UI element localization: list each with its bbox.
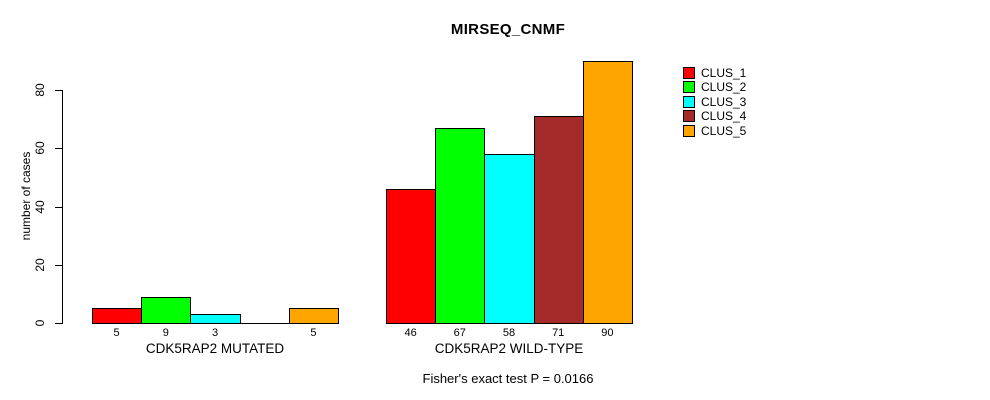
bar-clus_2 [141,296,192,324]
y-axis-title: number of cases [19,151,33,241]
bar-clus_1 [386,189,437,324]
y-axis-line [62,90,63,324]
bar-value-label: 5 [310,327,317,339]
bar-value-label: 90 [601,327,614,339]
y-tick-label: 60 [33,141,47,155]
y-tick-label: 20 [33,258,47,272]
legend-swatch-clus_5 [683,124,695,137]
bar-value-label: 67 [453,327,466,339]
legend-item-clus_2: CLUS_2 [683,80,746,94]
y-tick [55,323,62,324]
y-tick-label: 0 [33,319,47,327]
bar-clus_5 [582,60,633,324]
legend-swatch-clus_3 [683,95,695,108]
chart-title: MIRSEQ_CNMF [450,21,566,38]
y-tick-label: 80 [33,83,47,97]
legend-label: CLUS_1 [701,66,747,80]
bar-clus_2 [435,127,486,324]
legend-label: CLUS_5 [701,123,747,138]
group-label: CDK5RAP2 MUTATED [145,341,285,356]
y-tick [55,206,62,208]
y-tick [55,90,62,91]
legend-item-clus_4: CLUS_4 [683,109,746,123]
legend-item-clus_3: CLUS_3 [683,95,746,109]
legend-item-clus_5: CLUS_5 [683,124,746,138]
legend-item-clus_1: CLUS_1 [683,66,746,80]
bar-clus_5 [288,308,339,324]
legend-label: CLUS_3 [701,94,747,109]
bar-value-label: 71 [552,327,565,339]
y-tick [55,148,62,150]
bar-clus_3 [484,154,535,324]
bar-value-label: 5 [113,327,120,339]
bar-value-label: 9 [162,327,169,339]
bar-clus_3 [190,314,241,324]
group-label: CDK5RAP2 WILD-TYPE [434,341,584,356]
legend-swatch-clus_4 [683,110,695,123]
legend-label: CLUS_2 [701,80,747,95]
bar-value-label: 3 [211,327,219,339]
y-tick [55,264,62,266]
bar-clus_4 [533,116,584,324]
y-tick-label: 40 [33,199,47,214]
bar-value-label: 46 [404,327,417,339]
fisher-test-caption: Fisher's exact test P = 0.0166 [422,371,594,386]
bar-clus_1 [92,308,143,324]
legend-swatch-clus_2 [683,81,695,94]
bar-value-label: 58 [502,327,516,339]
legend-label: CLUS_4 [701,109,747,124]
legend-swatch-clus_1 [683,67,695,79]
